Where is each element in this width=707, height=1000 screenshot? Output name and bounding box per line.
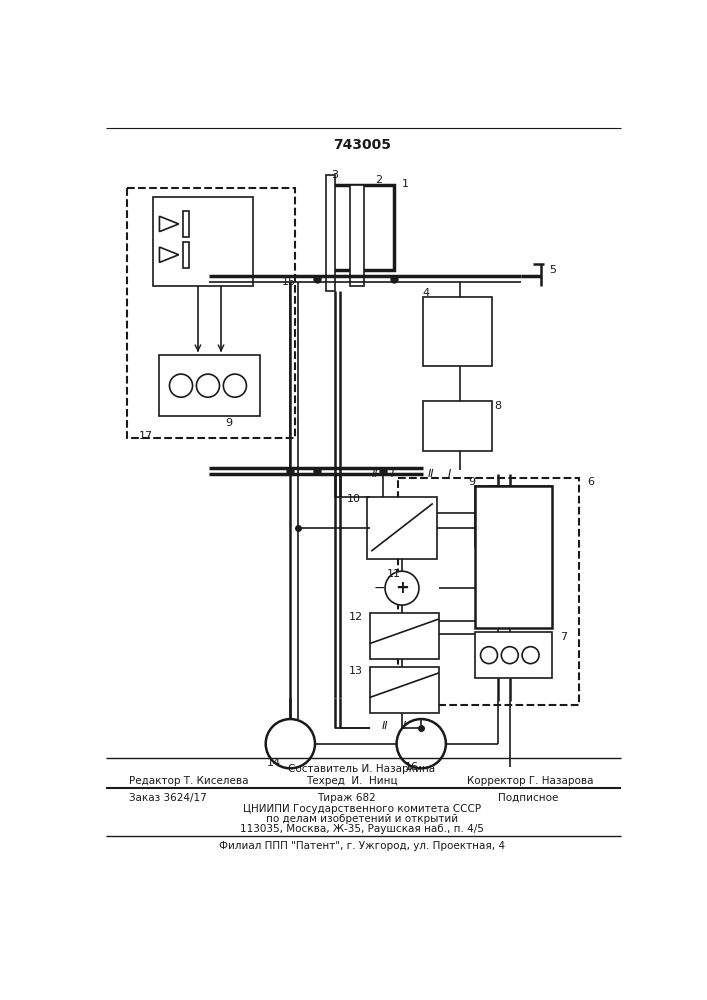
Bar (423, 401, 492, 451)
Text: 13: 13 (349, 666, 363, 676)
Polygon shape (160, 247, 179, 262)
Text: 3: 3 (332, 170, 339, 180)
Text: по делам изобретений и открытий: по делам изобретений и открытий (266, 814, 458, 824)
Text: 7: 7 (560, 632, 567, 642)
Bar (160, 355, 259, 416)
Text: II: II (427, 469, 433, 479)
Text: 2: 2 (375, 175, 382, 185)
Bar (370, 613, 439, 659)
Text: Заказ 3624/17: Заказ 3624/17 (129, 793, 206, 803)
Bar (368, 497, 437, 559)
Bar (475, 486, 552, 547)
Bar (475, 486, 552, 628)
Text: 8: 8 (494, 401, 501, 411)
Text: Филиал ППП "Патент", г. Ужгород, ул. Проектная, 4: Филиал ППП "Патент", г. Ужгород, ул. Про… (219, 841, 505, 851)
Circle shape (522, 647, 539, 664)
Circle shape (501, 647, 518, 664)
Text: ЦНИИПИ Государственного комитета СССР: ЦНИИПИ Государственного комитета СССР (243, 804, 481, 814)
Text: 17: 17 (139, 431, 153, 441)
Bar (329, 185, 395, 270)
Text: 5: 5 (549, 265, 556, 275)
Circle shape (385, 571, 419, 605)
Circle shape (397, 719, 446, 768)
Text: 16: 16 (405, 762, 419, 772)
Text: Техред  И.  Нинц: Техред И. Нинц (305, 776, 397, 786)
Text: 15: 15 (282, 277, 296, 287)
Bar (423, 297, 492, 366)
Bar (475, 632, 552, 678)
Bar (182, 242, 189, 268)
Bar (127, 188, 295, 438)
Text: Редактор Т. Киселева: Редактор Т. Киселева (129, 776, 248, 786)
Text: 4: 4 (423, 288, 430, 298)
Circle shape (170, 374, 192, 397)
Text: II: II (382, 721, 388, 731)
Text: I: I (403, 721, 406, 731)
Circle shape (266, 719, 315, 768)
Circle shape (481, 647, 498, 664)
Text: 9: 9 (468, 477, 475, 487)
Text: 1: 1 (402, 179, 409, 189)
Bar (351, 185, 364, 286)
Text: I: I (391, 469, 395, 479)
Bar (326, 175, 335, 291)
Text: 113035, Москва, Ж-35, Раушская наб., п. 4/5: 113035, Москва, Ж-35, Раушская наб., п. … (240, 824, 484, 834)
Text: +: + (395, 579, 409, 597)
Text: 743005: 743005 (333, 138, 391, 152)
Text: Корректор Г. Назарова: Корректор Г. Назарова (467, 776, 594, 786)
Text: 9: 9 (225, 418, 232, 428)
Text: Тираж 682: Тираж 682 (317, 793, 376, 803)
Text: I: I (448, 469, 450, 479)
Text: 11: 11 (387, 569, 402, 579)
Text: −: − (373, 581, 385, 595)
Bar (486, 486, 510, 547)
Bar (182, 211, 189, 237)
Text: Составитель И. Назаркина: Составитель И. Назаркина (288, 764, 436, 774)
Text: 6: 6 (587, 477, 594, 487)
Text: Подписное: Подписное (498, 793, 559, 803)
Circle shape (197, 374, 219, 397)
Bar (398, 478, 579, 705)
Polygon shape (160, 216, 179, 232)
Text: 14: 14 (267, 758, 281, 768)
Text: II: II (372, 469, 378, 479)
Bar (153, 197, 253, 286)
Text: 10: 10 (347, 494, 361, 504)
Text: 12: 12 (349, 612, 363, 622)
Bar (370, 667, 439, 713)
Circle shape (223, 374, 247, 397)
